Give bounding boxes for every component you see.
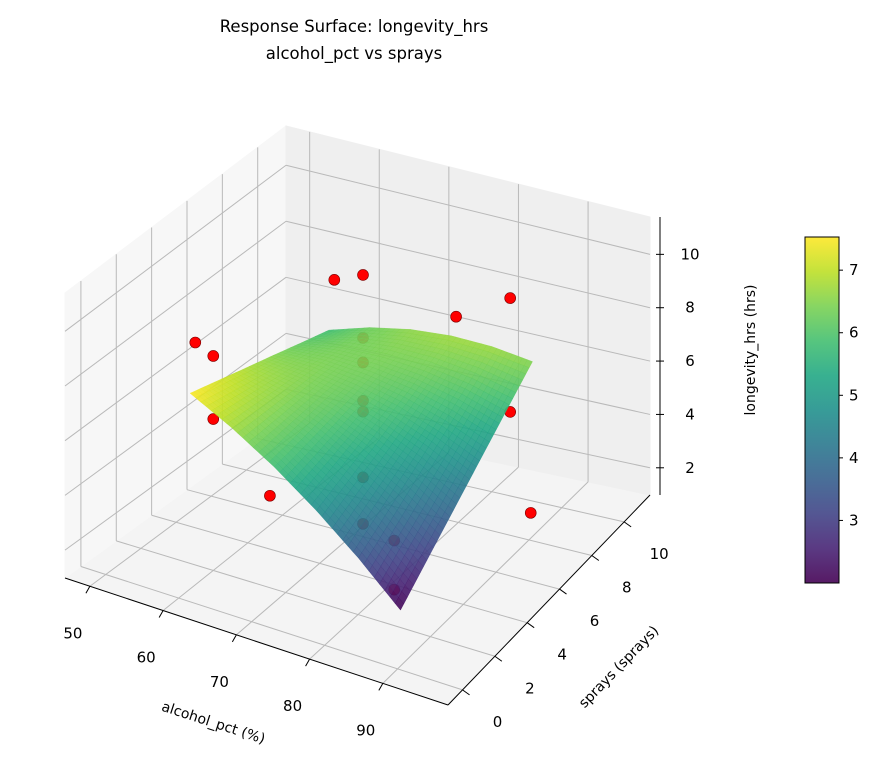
scatter-point [504,292,516,304]
colorbar-tick-label: 7 [849,261,859,279]
tick-labels: 50 60 70 80 90 0 2 4 6 8 10 2 4 6 8 10 [63,245,699,739]
left-wall-gridline-z [64,332,287,496]
scatter-point [450,310,462,323]
x-tick-mark [231,634,237,643]
floor-gridline-y [151,514,528,624]
x-tick-label: 50 [63,624,82,642]
back-wall-gridline-z [285,276,651,362]
left-wall-gridline-z [64,276,287,442]
x-axis-line [64,577,449,706]
back-wall-gridline-z [285,220,651,309]
axis-lines [64,217,664,706]
x-tick-mark [85,586,91,594]
scatter-point [524,507,537,519]
y-tick-mark [591,555,600,561]
y-tick-mark [462,689,470,696]
colorbar-gradient [804,236,840,584]
x-tick-mark [378,683,384,691]
x-tick-label: 60 [137,649,156,667]
chart-subtitle: alcohol_pct vs sprays [266,44,442,64]
y-tick-mark [559,588,567,595]
z-tick-label: 8 [685,299,695,317]
x-tick-mark [305,658,311,667]
x-axis-label: alcohol_pct (%) [159,699,266,748]
y-axis-label: sprays (sprays) [576,623,662,711]
x-tick-mark [158,610,164,618]
y-axis-line [447,494,651,706]
floor-gridline-x [382,481,589,684]
scatter-point [357,269,369,281]
x-tick-label: 80 [283,697,302,715]
surface-facet [394,597,405,611]
back-wall-gridline-z [285,164,651,255]
response-surface [189,327,533,611]
y-tick-label: 0 [493,713,503,731]
y-tick-label: 8 [622,578,632,596]
colorbar-tick-label: 5 [849,386,859,404]
z-axis-label: longevity_hrs (hrs) [743,285,759,416]
scatter-point [264,489,276,502]
floor-gridline-y [80,566,463,691]
floor-gridline-y [116,540,496,657]
scatter-point [328,274,341,286]
chart-title: Response Surface: longevity_hrs [220,17,489,37]
z-tick-label: 10 [680,245,699,263]
x-tick-label: 70 [210,673,229,691]
colorbar-tick-label: 6 [849,324,859,342]
colorbar-tick-label: 4 [849,449,859,467]
colorbar-tick-label: 3 [849,511,859,529]
y-tick-mark [494,655,503,662]
left-wall-gridline-z [64,220,287,387]
colorbar: 3 4 5 6 7 [804,236,859,584]
scatter-point [207,413,220,425]
y-tick-label: 4 [557,646,567,664]
left-wall-gridline-z [64,164,287,332]
y-tick-mark [623,521,632,528]
scatter-point [189,336,202,349]
z-tick-label: 2 [685,459,695,477]
z-tick-label: 6 [685,352,695,370]
scatter-point [207,350,220,362]
y-tick-mark [526,622,535,629]
y-tick-label: 6 [590,612,600,630]
y-tick-label: 10 [650,545,669,563]
y-tick-label: 2 [525,679,535,697]
z-tick-label: 4 [685,405,695,423]
x-tick-label: 90 [356,721,375,739]
